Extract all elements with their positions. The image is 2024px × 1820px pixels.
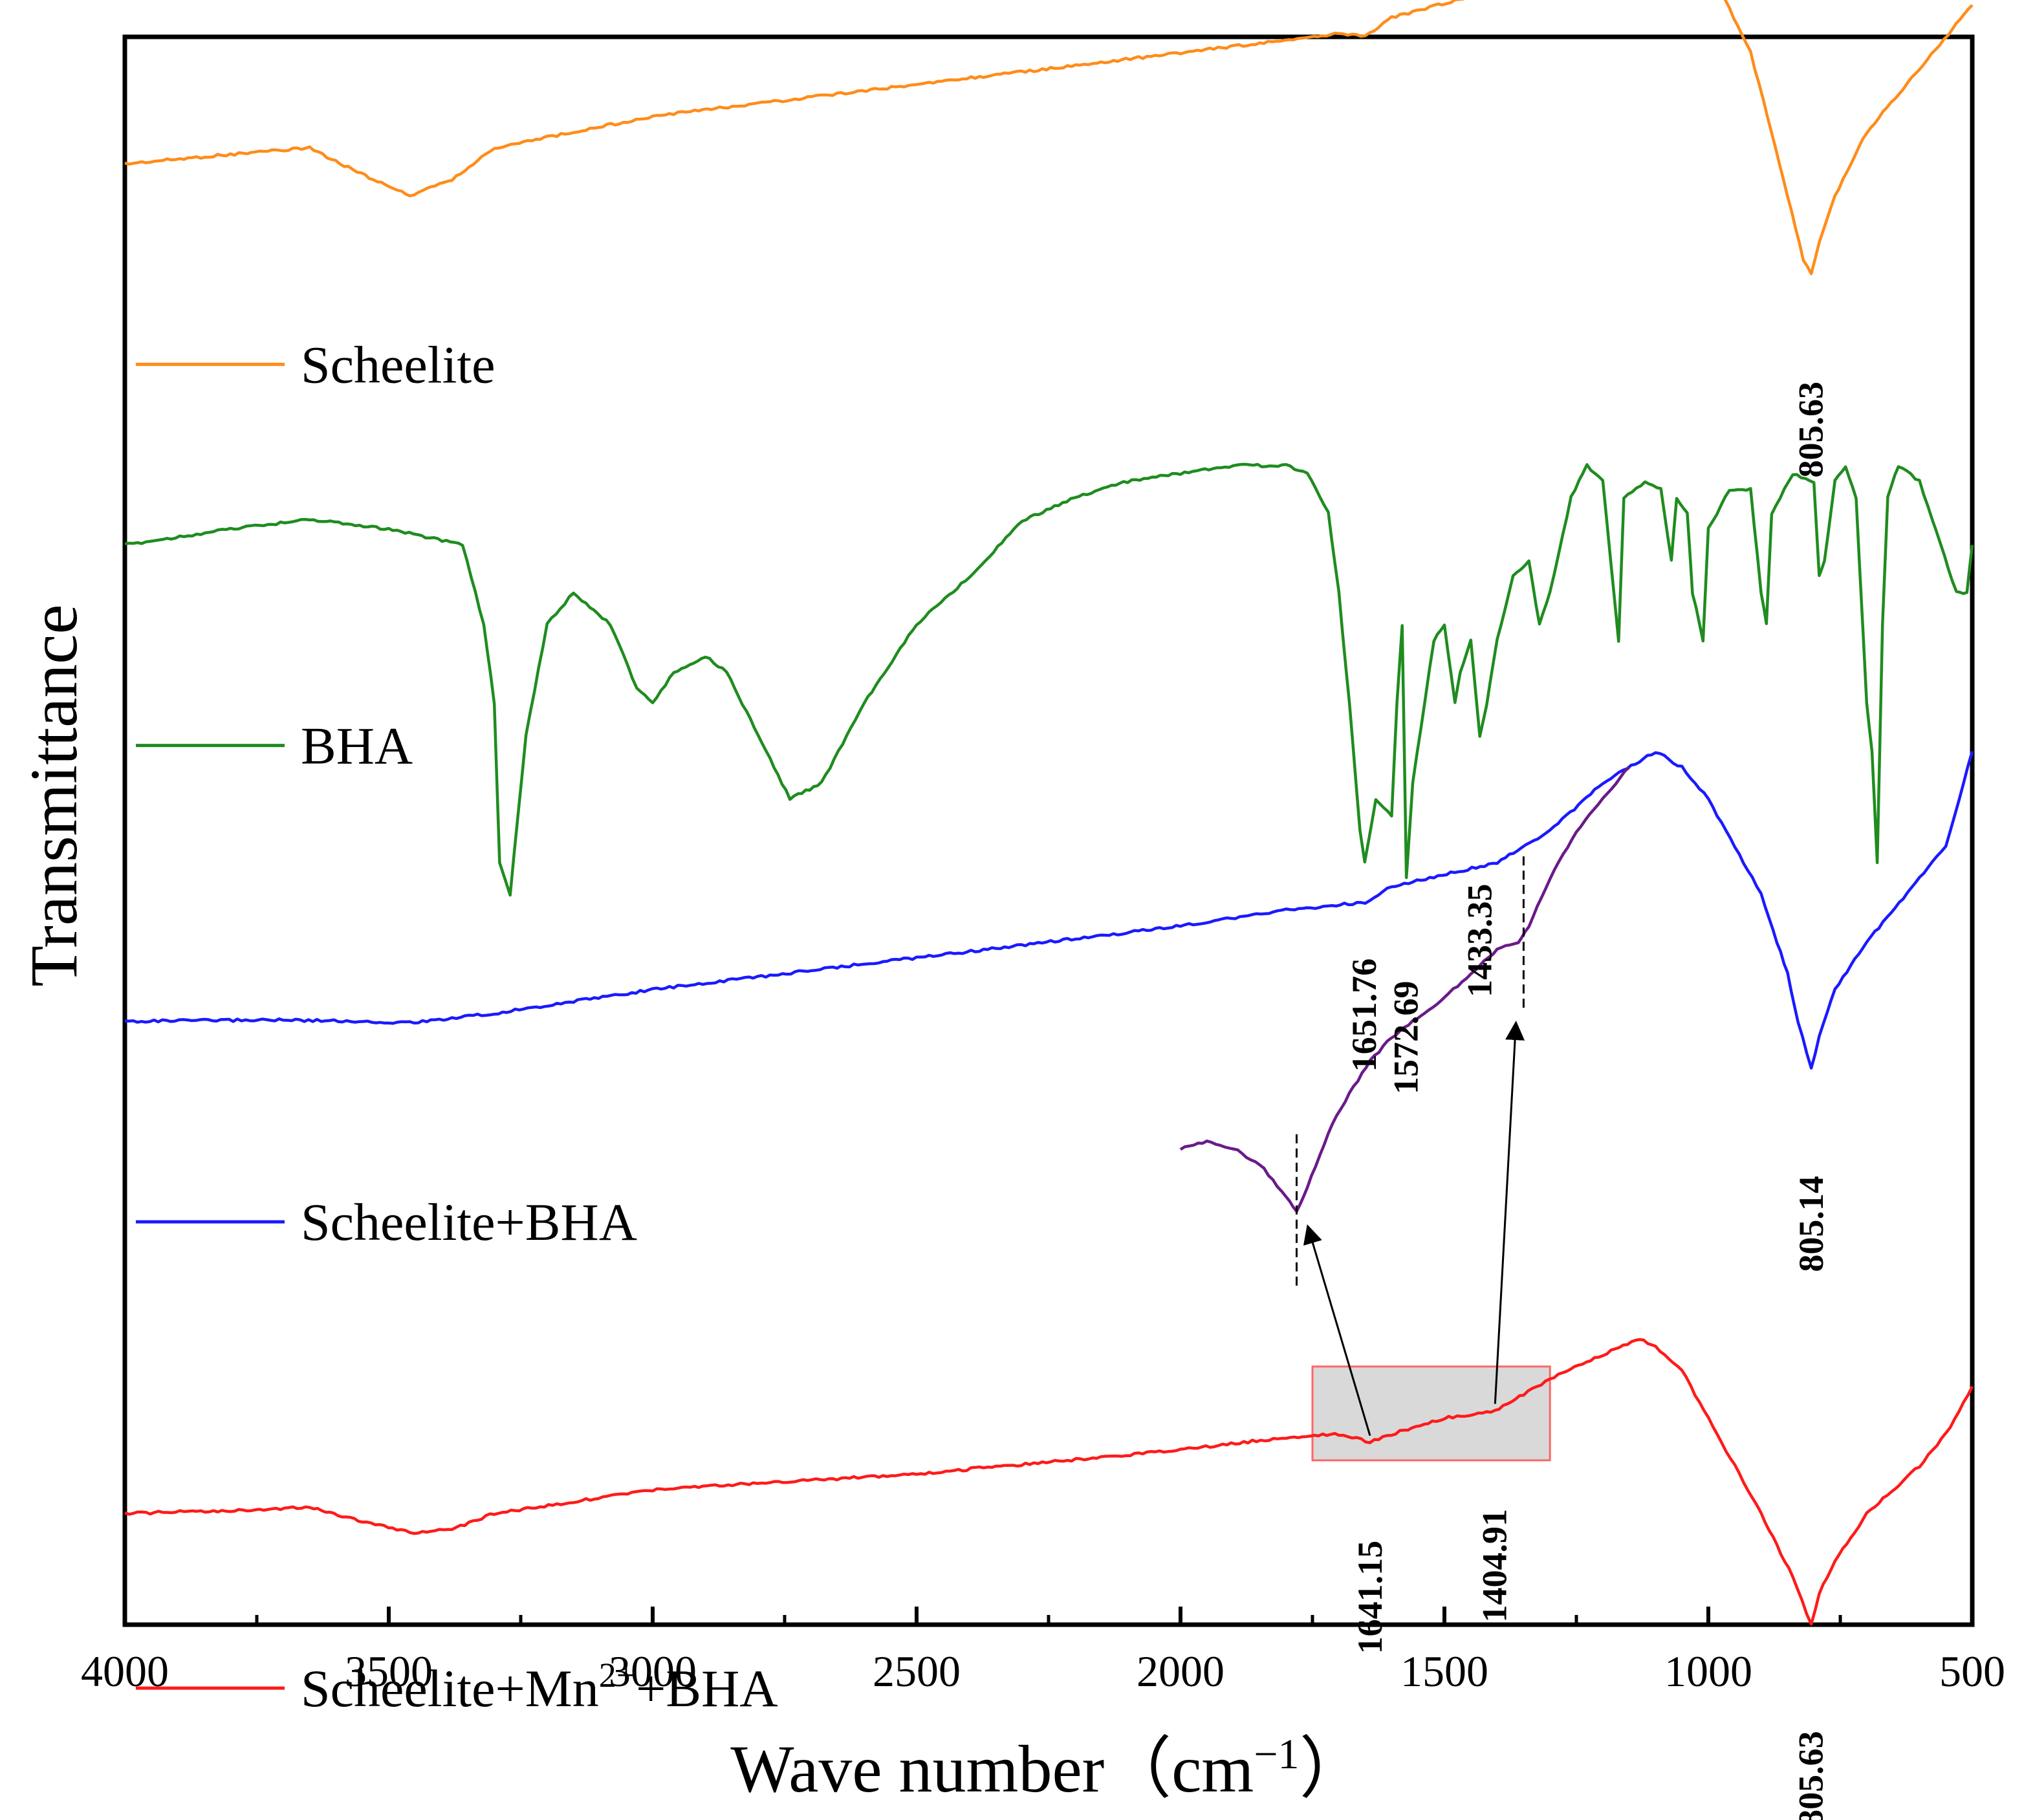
peak-label-scheelite-mn2-bha-1641-15: 1641.15 — [1351, 1541, 1389, 1654]
legend-label-bha: BHA — [301, 717, 413, 775]
inset-layer — [1179, 766, 1631, 1436]
x-axis-title-close-paren: ） — [1300, 1732, 1367, 1806]
series-line-scheelite-mn2-bha — [124, 1338, 1974, 1626]
x-tick-label-2000: 2000 — [1137, 1647, 1224, 1696]
x-tick-label-3500: 3500 — [345, 1647, 433, 1696]
y-axis-title: Transmittance — [17, 604, 91, 986]
inset-highlight-box — [1311, 1365, 1551, 1462]
x-tick-label-3000: 3000 — [609, 1647, 697, 1696]
inset-arrow-2 — [1494, 1021, 1525, 1404]
x-tick-label-500: 500 — [1939, 1647, 2005, 1696]
legend: Scheelite BHA Scheelite+BHA Scheelite+Mn2++… — [136, 335, 778, 1718]
x-axis-title-unit-exp: −1 — [1254, 1731, 1299, 1778]
series-layer — [124, 0, 1974, 1626]
series-line-bha — [124, 462, 1974, 897]
x-axis-title-unit: cm — [1171, 1732, 1254, 1806]
peak-label-bha-1433-35: 1433.35 — [1460, 883, 1499, 997]
series-line-scheelite-bha — [124, 751, 1974, 1070]
legend-label-scheelite: Scheelite — [301, 335, 495, 394]
inset-arrow-1 — [1303, 1224, 1371, 1436]
series-line-scheelite — [124, 0, 1974, 276]
legend-label-scheelite-bha: Scheelite+BHA — [301, 1193, 637, 1251]
peak-label-scheelite-bha-805-14: 805.14 — [1792, 1176, 1831, 1272]
x-axis-title-open-paren: （ — [1104, 1732, 1171, 1806]
peak-label-scheelite-mn2-bha-1404-91: 1404.91 — [1475, 1509, 1514, 1623]
x-axis-title: Wave number（cm−1） — [730, 1731, 1366, 1807]
peak-label-scheelite-805-63: 805.63 — [1792, 382, 1831, 478]
x-tick-label-2500: 2500 — [873, 1647, 961, 1696]
x-tick-label-1000: 1000 — [1664, 1647, 1752, 1696]
plot-frame — [122, 34, 1975, 1627]
inset-curve — [1179, 766, 1631, 1214]
inset-highlight-group — [1311, 1365, 1551, 1462]
legend-label-scheelite-mn2-bha: Scheelite+Mn2++BHA — [301, 1656, 778, 1718]
x-axis-ticks: 4000 3500 3000 2500 2000 1500 1000 500 — [81, 1607, 2005, 1696]
x-tick-label-1500: 1500 — [1400, 1647, 1488, 1696]
peak-labels: 805.63 1651.76 1572.69 1433.35 805.14 1641.15… — [1345, 382, 1831, 1820]
x-axis-title-main: Wave number — [730, 1732, 1104, 1806]
peak-label-bha-1651-76: 1651.76 — [1345, 959, 1384, 1072]
peak-label-bha-1572-69: 1572.69 — [1387, 981, 1426, 1095]
peak-label-scheelite-mn2-bha-805-63: 805.63 — [1792, 1731, 1831, 1820]
